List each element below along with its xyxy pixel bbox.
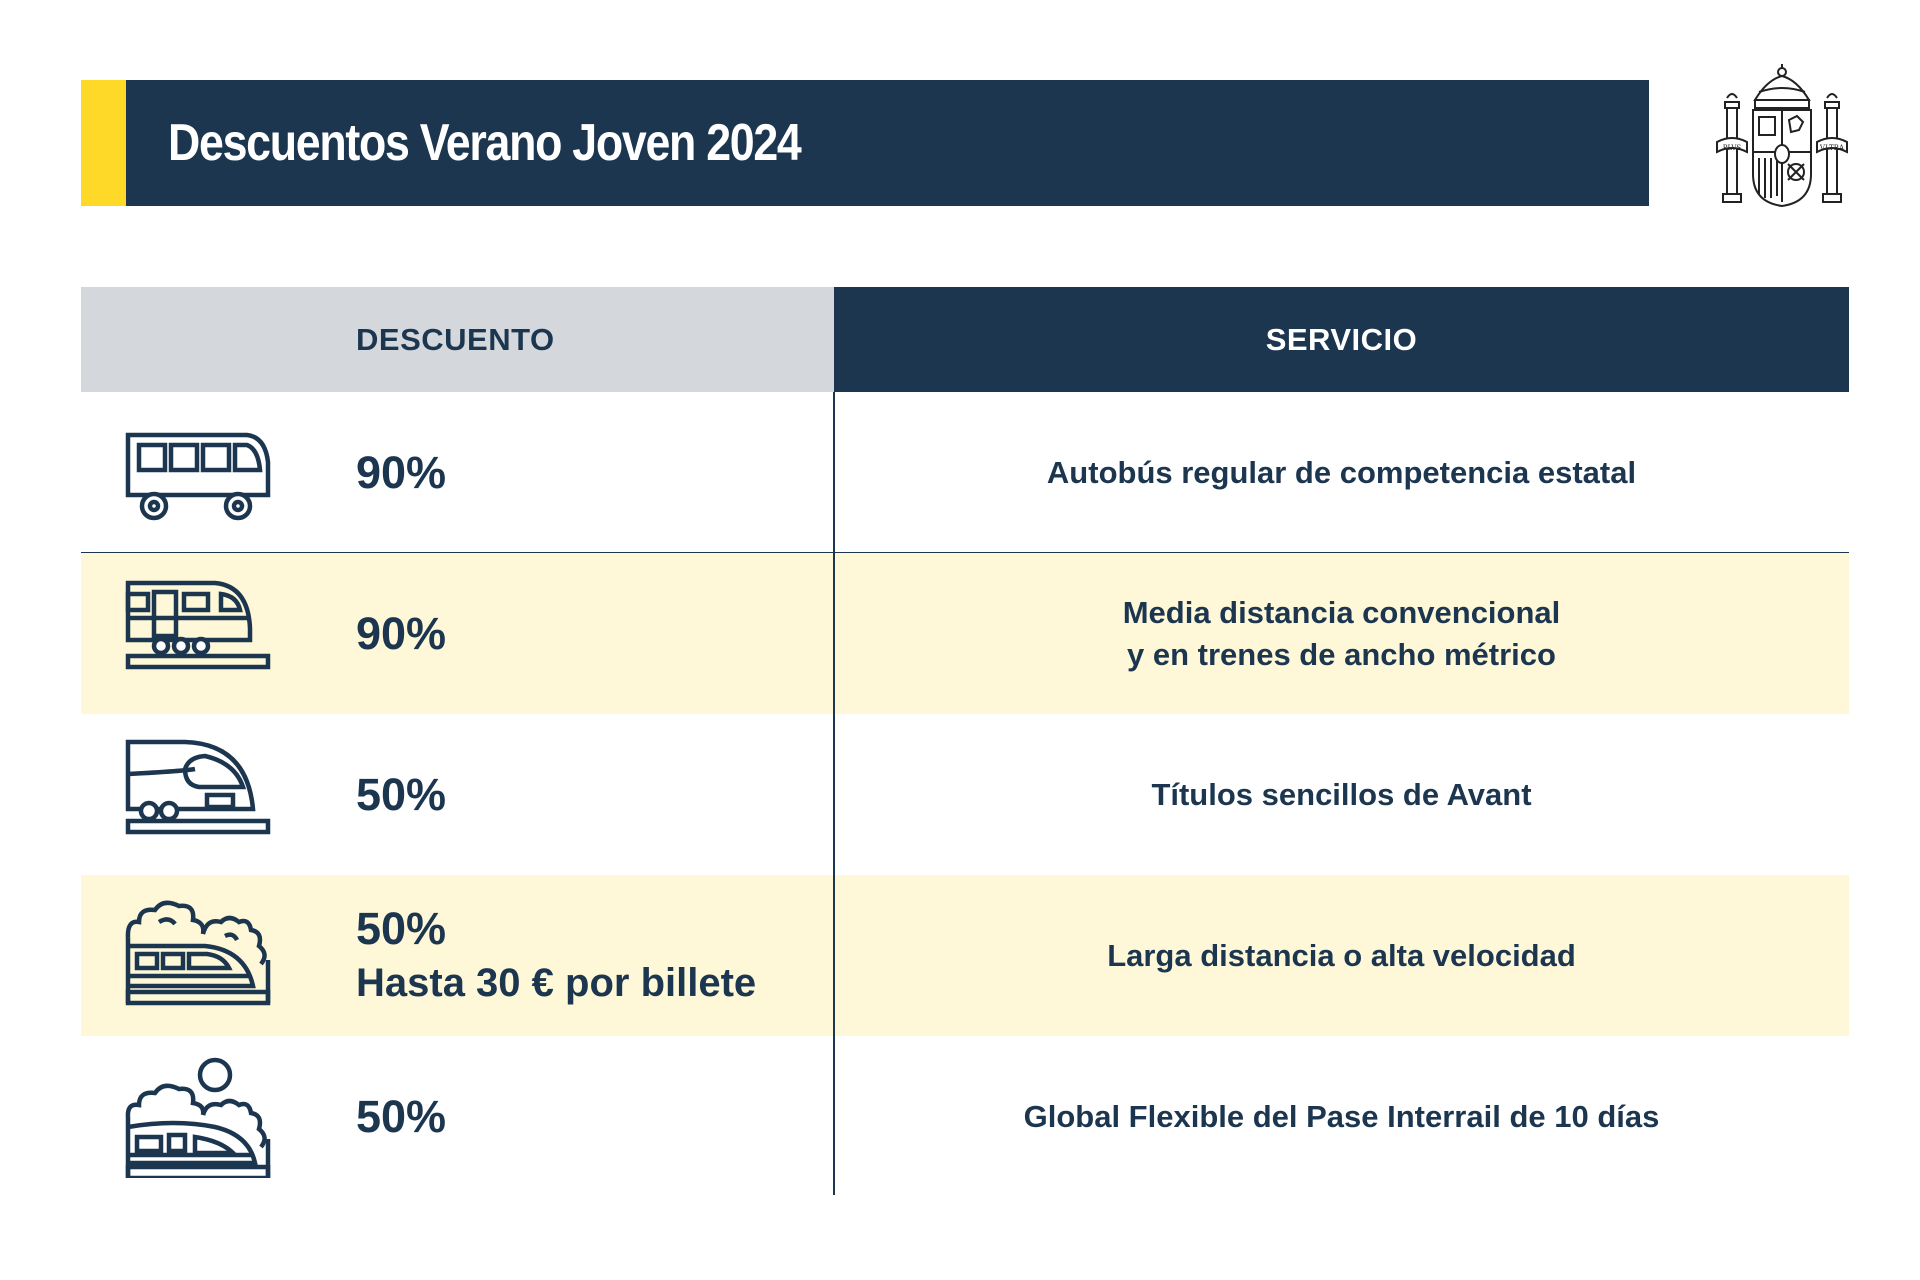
service-description: Global Flexible del Pase Interrail de 10… xyxy=(834,1036,1849,1197)
discount-percent: 50% xyxy=(356,1090,447,1142)
coat-of-arms-icon: PLVS VLTRA xyxy=(1716,64,1848,208)
discount-percent: 90% xyxy=(356,607,447,659)
discount-cap-note: Hasta 30 € por billete xyxy=(356,960,757,1005)
table-row: 90% Media distancia convencional y en tr… xyxy=(81,553,1849,714)
page-title: Descuentos Verano Joven 2024 xyxy=(168,114,802,172)
title-banner: Descuentos Verano Joven 2024 xyxy=(81,80,1649,206)
header-label-service: SERVICIO xyxy=(1265,322,1418,357)
discount-percent: 50% xyxy=(356,768,447,820)
long-distance-train-icon xyxy=(125,900,271,1006)
header-label-discount: DESCUENTO xyxy=(356,322,555,357)
column-divider xyxy=(833,392,835,1195)
title-accent-bar xyxy=(81,80,126,206)
discount-value: 50% Hasta 30 € por billete xyxy=(356,875,756,1036)
header-cell-service: SERVICIO xyxy=(834,287,1849,392)
service-description: Títulos sencillos de Avant xyxy=(834,714,1849,875)
table-row: 90% Autobús regular de competencia estat… xyxy=(81,392,1849,553)
discount-value: 90% xyxy=(356,553,446,714)
discount-percent: 90% xyxy=(356,446,447,498)
interrail-train-icon xyxy=(125,1057,271,1178)
motto-right: VLTRA xyxy=(1819,144,1845,152)
motto-left: PLVS xyxy=(1723,144,1742,152)
table-row: 50% Hasta 30 € por billete Larga distanc… xyxy=(81,875,1849,1036)
table-header: DESCUENTO SERVICIO xyxy=(81,287,1849,392)
service-description: Larga distancia o alta velocidad xyxy=(834,875,1849,1036)
discount-value: 90% xyxy=(356,392,446,553)
service-line: Media distancia convencional xyxy=(1122,594,1561,630)
discount-percent: 50% xyxy=(356,902,447,954)
table-row: 50% Global Flexible del Pase Interrail d… xyxy=(81,1036,1849,1197)
service-line: Títulos sencillos de Avant xyxy=(1151,776,1532,812)
service-line: Autobús regular de competencia estatal xyxy=(1046,454,1637,490)
discount-value: 50% xyxy=(356,714,446,875)
service-line: Global Flexible del Pase Interrail de 10… xyxy=(1023,1098,1660,1134)
service-description: Media distancia convencional y en trenes… xyxy=(834,553,1849,714)
service-description: Autobús regular de competencia estatal xyxy=(834,392,1849,553)
header-cell-discount: DESCUENTO xyxy=(81,287,834,392)
service-line: Larga distancia o alta velocidad xyxy=(1107,937,1576,973)
bus-icon xyxy=(125,432,271,521)
discount-value: 50% xyxy=(356,1036,446,1197)
table-row: 50% Títulos sencillos de Avant xyxy=(81,714,1849,875)
high-speed-train-icon xyxy=(125,739,271,835)
regional-train-icon xyxy=(125,580,271,670)
discount-table: DESCUENTO SERVICIO 90% Autobús regula xyxy=(81,287,1849,1197)
service-line: y en trenes de ancho métrico xyxy=(1127,636,1556,672)
